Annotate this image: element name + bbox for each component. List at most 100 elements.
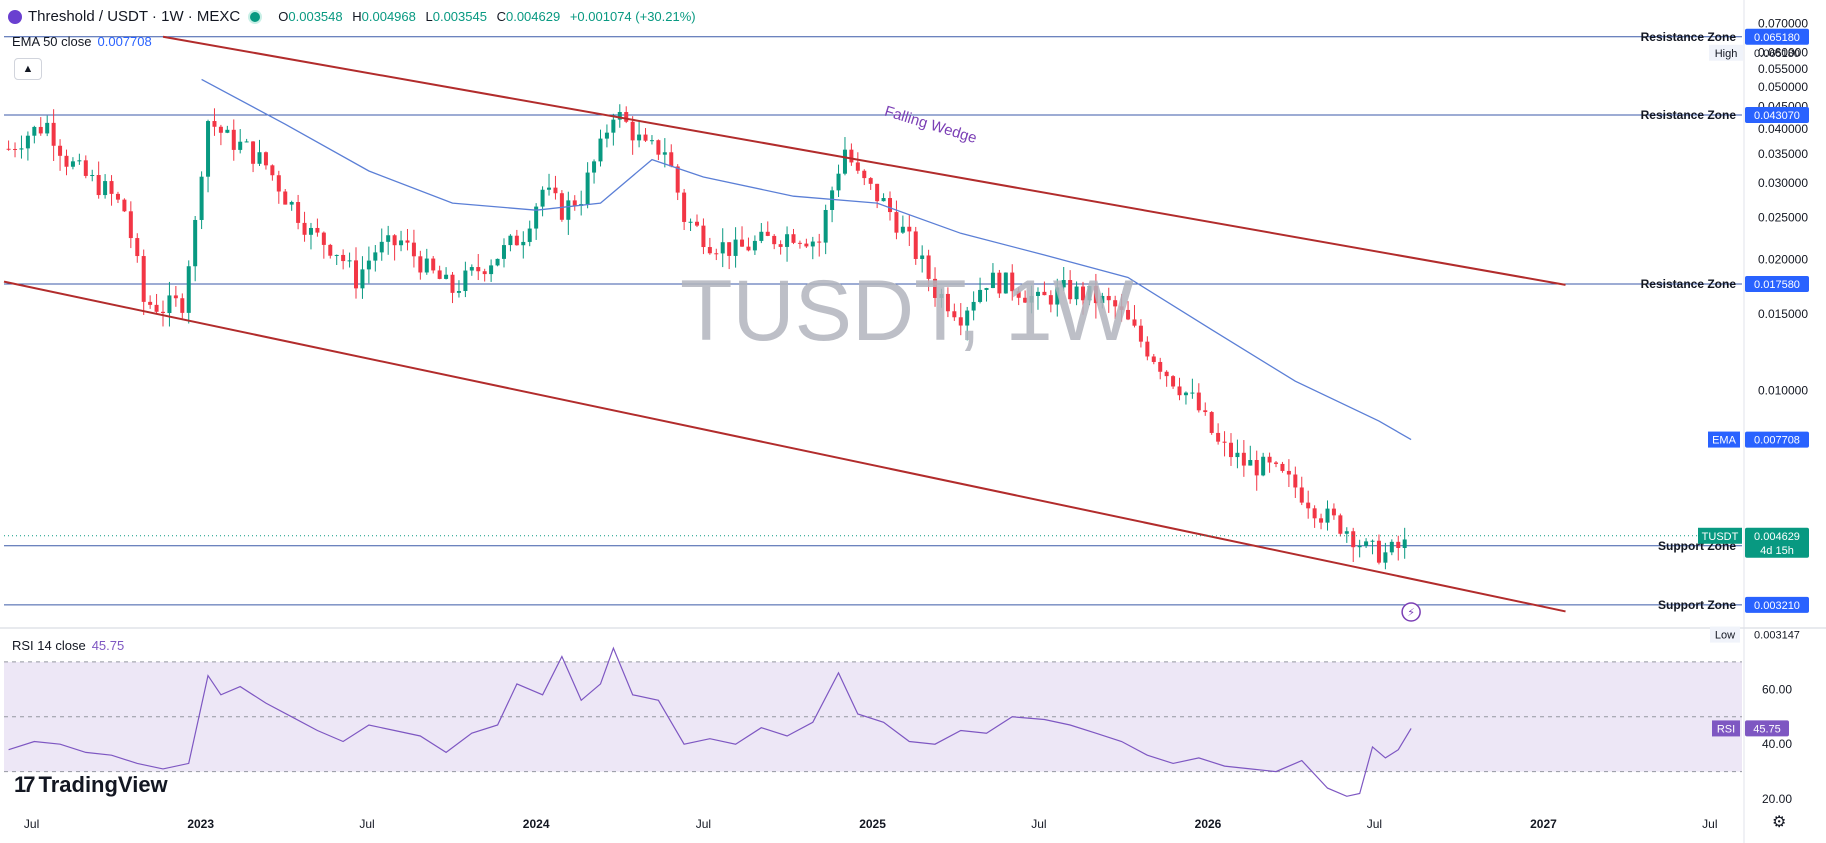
candle-body: [386, 235, 391, 242]
time-axis: Jul 2023 Jul 2024 Jul 2025 Jul 2026 Jul 2027 Jul: [24, 817, 1718, 831]
candle-body: [862, 170, 867, 179]
candle-body: [308, 227, 313, 235]
price-tick-label: 0.020000: [1758, 253, 1808, 267]
candle-body: [6, 148, 11, 150]
candle-body: [810, 241, 815, 247]
low-name-tag: [1710, 626, 1740, 643]
level-label: Resistance Zone: [1641, 30, 1737, 44]
high-tag-value: 0.065180: [1754, 48, 1800, 60]
candle-body: [1306, 502, 1311, 509]
candle-body: [643, 134, 648, 141]
candle-body: [270, 165, 275, 176]
candle-body: [585, 172, 590, 205]
candle-body: [289, 202, 294, 205]
rsi-name-text: RSI: [1717, 723, 1735, 735]
last-price-text: 0.004629: [1754, 531, 1800, 543]
candle-body: [231, 129, 236, 150]
threshold-logo-icon: [8, 9, 22, 24]
candle-body: [1357, 545, 1362, 548]
candle-body: [1023, 297, 1028, 303]
low-value-text: 0.003147: [1754, 630, 1800, 642]
candle-body: [1267, 456, 1272, 463]
candle-body: [559, 193, 564, 220]
tradingview-logo[interactable]: 17 TradingView: [14, 772, 168, 798]
candle-body: [1222, 441, 1227, 443]
candle-body: [823, 209, 828, 243]
candle-body: [51, 122, 56, 146]
candle-body: [186, 266, 191, 313]
rsi-tick-label: 40.00: [1762, 737, 1792, 751]
candle-body: [978, 289, 983, 302]
ema-legend-label: EMA 50 close: [12, 34, 92, 49]
rsi-legend-label: RSI 14 close: [12, 638, 86, 653]
candle-body: [1286, 470, 1291, 475]
candle-body: [1383, 552, 1388, 563]
candle-body: [733, 239, 738, 256]
candle-body: [411, 242, 416, 257]
ema-legend[interactable]: EMA 50 close 0.007708: [12, 34, 152, 49]
candle-body: [1068, 280, 1073, 300]
ohlc-open-value: 0.003548: [288, 9, 343, 24]
candle-body: [392, 235, 397, 246]
ohlc-open-label: O: [278, 9, 289, 24]
candle-body: [1171, 376, 1176, 387]
rsi-14-line: [8, 646, 1412, 797]
candle-body: [1216, 432, 1221, 442]
collapse-legend-button[interactable]: ▲: [14, 58, 42, 80]
event-lightning-glyph: ⚡: [1407, 606, 1415, 619]
rsi-value-tag: [1745, 720, 1789, 737]
candle-body: [1402, 539, 1407, 549]
candle-body: [804, 243, 809, 247]
candle-body: [276, 175, 281, 192]
settings-gear-icon[interactable]: ⚙: [1772, 814, 1787, 831]
candle-body: [199, 176, 204, 220]
candle-body: [907, 226, 912, 232]
rsi-legend-value: 45.75: [91, 638, 125, 653]
candle-body: [617, 112, 622, 120]
ohlc-low-label: L: [425, 9, 433, 24]
candle-body: [1003, 272, 1008, 294]
price-tick-label: 0.010000: [1758, 383, 1808, 397]
candle-body: [347, 260, 352, 262]
candle-body: [1389, 541, 1394, 553]
symbol-title[interactable]: Threshold / USDT · 1W · MEXC: [28, 8, 241, 25]
candle-body: [669, 152, 674, 167]
candle-body: [707, 247, 712, 254]
candle-body: [476, 267, 481, 272]
candle-body: [842, 149, 847, 174]
level-tag: [1745, 596, 1809, 613]
candle-body: [1081, 286, 1086, 301]
candle-body: [1010, 272, 1015, 292]
candle-body: [212, 121, 217, 127]
candle-body: [958, 317, 963, 326]
candle-body: [945, 293, 950, 312]
rsi-legend[interactable]: RSI 14 close 45.75: [12, 638, 124, 653]
candle-body: [373, 252, 378, 261]
ema-50-line: [201, 78, 1412, 441]
candle-body: [971, 301, 976, 311]
price-tick-label: 0.025000: [1758, 211, 1808, 225]
candle-body: [1113, 300, 1118, 307]
candle-body: [1396, 541, 1401, 549]
candle-body: [881, 198, 886, 202]
level-label: Support Zone: [1658, 598, 1736, 612]
candle-body: [701, 225, 706, 248]
price-tags: 0.065180 0.043070 0.017580 0.003210 High 0.06…: [4, 28, 1809, 737]
candle-body: [997, 272, 1002, 294]
ohlc-close-value: 0.004629: [505, 9, 561, 24]
candle-body: [1280, 463, 1285, 471]
candle-body: [817, 241, 822, 243]
candle-body: [637, 134, 642, 141]
candle-body: [553, 187, 558, 194]
candle-body: [592, 161, 597, 173]
market-status-icon: [250, 11, 261, 22]
candle-body: [611, 119, 616, 133]
candle-body: [1351, 531, 1356, 548]
candle-body: [257, 152, 262, 164]
candle-body: [662, 152, 667, 155]
candle-body: [1087, 286, 1092, 301]
candle-body: [765, 231, 770, 236]
candle-body: [1261, 456, 1266, 476]
